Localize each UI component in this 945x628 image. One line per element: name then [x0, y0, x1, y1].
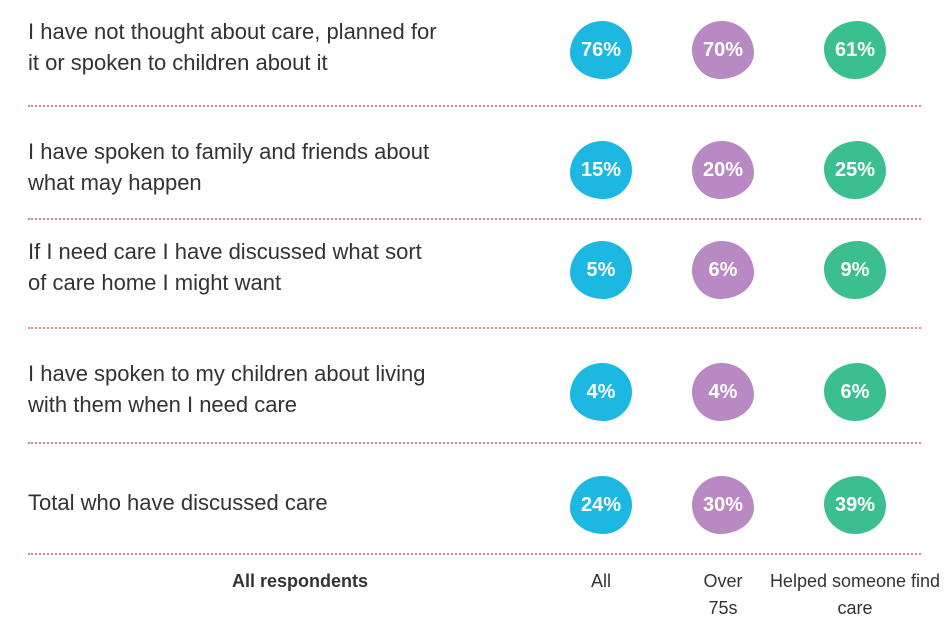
label-line: with them when I need care: [28, 392, 298, 417]
row-label: I have not thought about care, planned f…: [28, 16, 548, 78]
label-line: what may happen: [28, 170, 202, 195]
column-header: Over 75s: [703, 571, 743, 618]
value-badge: 61%: [824, 21, 886, 79]
row-label: Total who have discussed care: [28, 487, 548, 518]
row-label: I have spoken to family and friends abou…: [28, 136, 548, 198]
row-label: I have spoken to my children about livin…: [28, 358, 548, 420]
label-line: I have spoken to my children about livin…: [28, 361, 426, 386]
value-badge: 6%: [692, 241, 754, 299]
value-badge: 30%: [692, 476, 754, 534]
separator: [28, 218, 921, 220]
value-badge: 9%: [824, 241, 886, 299]
column-header: Helped someone find care: [769, 571, 941, 618]
label-line: it or spoken to children about it: [28, 50, 328, 75]
footer-title: All respondents: [231, 571, 369, 591]
separator: [28, 442, 921, 444]
value-badge: 25%: [824, 141, 886, 199]
value-badge: 15%: [570, 141, 632, 199]
label-line: of care home I might want: [28, 270, 282, 295]
value-badge: 39%: [824, 476, 886, 534]
value-badge: 24%: [570, 476, 632, 534]
column-header: All: [590, 571, 611, 591]
value-badge: 4%: [692, 363, 754, 421]
label-line: If I need care I have discussed what sor…: [28, 239, 422, 264]
separator: [28, 327, 921, 329]
label-line: Total who have discussed care: [28, 489, 328, 515]
separator: [28, 553, 921, 555]
value-badge: 5%: [570, 241, 632, 299]
value-badge: 70%: [692, 21, 754, 79]
value-badge: 4%: [570, 363, 632, 421]
label-line: I have spoken to family and friends abou…: [28, 139, 430, 164]
value-badge: 20%: [692, 141, 754, 199]
row-label: If I need care I have discussed what sor…: [28, 236, 548, 298]
value-badge: 76%: [570, 21, 632, 79]
value-badge: 6%: [824, 363, 886, 421]
label-line: I have not thought about care, planned f…: [28, 19, 437, 44]
separator: [28, 105, 921, 107]
